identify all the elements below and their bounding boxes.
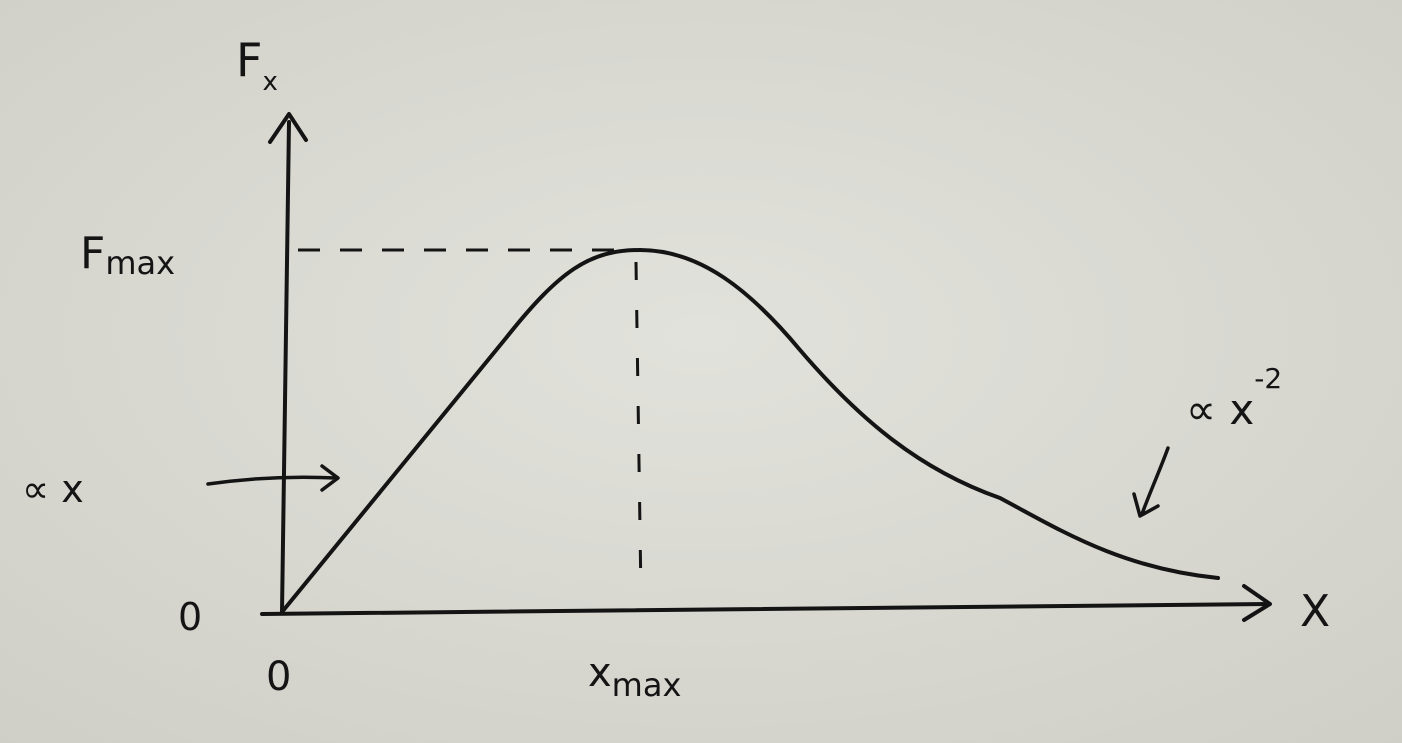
origin-y-label: 0	[178, 595, 202, 639]
rising-pointer-arrow	[206, 464, 340, 492]
x-axis	[260, 602, 1270, 616]
x-axis-label: X	[1300, 586, 1330, 637]
peak-x-label: xmax	[588, 650, 681, 704]
peak-vertical-guide	[634, 261, 643, 597]
y-axis	[280, 120, 291, 614]
y-axis-label: Fx	[236, 33, 278, 97]
rising-proportional-annotation: ∝ x	[22, 467, 84, 511]
tail-proportional-annotation: ∝ x-2	[1186, 362, 1282, 434]
x-axis-arrowhead	[1242, 584, 1272, 622]
peak-y-label: Fmax	[80, 228, 175, 282]
tail-pointer-arrow	[1132, 446, 1170, 518]
y-axis-arrowhead	[268, 112, 308, 144]
origin-x-label: 0	[266, 654, 291, 700]
force-curve	[280, 248, 1220, 614]
